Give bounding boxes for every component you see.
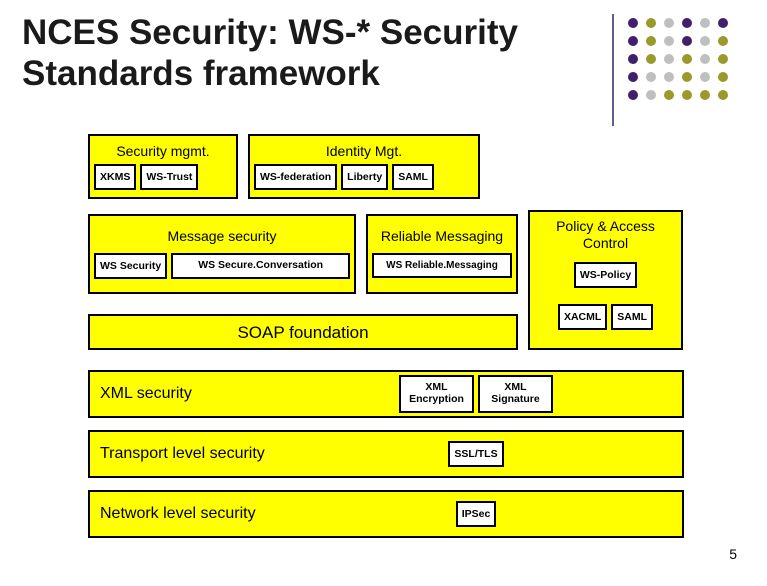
decorative-dot: [700, 72, 710, 82]
chip-ipsec: IPSec: [456, 501, 497, 527]
decorative-dot: [682, 90, 692, 100]
decorative-dot: [664, 18, 674, 28]
group-header: XML security: [96, 385, 276, 403]
decorative-dot: [700, 90, 710, 100]
group-header: Policy & Access Control: [530, 212, 681, 256]
decorative-dot: [664, 90, 674, 100]
decorative-dot: [700, 54, 710, 64]
decorative-dot: [646, 90, 656, 100]
group-header: Network level security: [96, 505, 276, 523]
chip-ws-secure-conversation: WS Secure.Conversation: [171, 253, 350, 279]
chip-xacml: XACML: [558, 304, 607, 330]
group-header: Transport level security: [96, 445, 276, 463]
group-security-mgmt: Security mgmt. XKMS WS-Trust: [88, 134, 238, 199]
chip-saml-policy: SAML: [611, 304, 653, 330]
group-header: Reliable Messaging: [368, 216, 516, 249]
decorative-dot: [682, 72, 692, 82]
group-header: Identity Mgt.: [250, 136, 478, 164]
diagram-canvas: Security mgmt. XKMS WS-Trust Identity Mg…: [88, 134, 688, 564]
decorative-dot: [700, 18, 710, 28]
decorative-dot: [646, 18, 656, 28]
decorative-dot: [718, 90, 728, 100]
group-header: SOAP foundation: [90, 316, 516, 348]
chip-ssl-tls: SSL/TLS: [448, 441, 503, 467]
chip-ws-security: WS Security: [94, 253, 167, 279]
chip-ws-trust: WS-Trust: [140, 164, 198, 190]
decorative-dot: [718, 54, 728, 64]
group-header: Message security: [90, 216, 354, 249]
group-soap-foundation: SOAP foundation: [88, 314, 518, 350]
title-separator: [612, 14, 614, 126]
page-title: NCES Security: WS-* Security Standards f…: [22, 12, 582, 95]
chip-ws-reliable-messaging: WS Reliable.Messaging: [372, 253, 512, 278]
chip-ws-federation: WS-federation: [254, 164, 337, 190]
group-identity-mgmt: Identity Mgt. WS-federation Liberty SAML: [248, 134, 480, 199]
chip-xml-encryption: XML Encryption: [399, 375, 474, 412]
chip-xml-signature: XML Signature: [478, 375, 553, 412]
chip-saml: SAML: [392, 164, 434, 190]
decorative-dot: [628, 54, 638, 64]
decorative-dot: [628, 90, 638, 100]
decorative-dot: [664, 36, 674, 46]
group-message-security: Message security WS Security WS Secure.C…: [88, 214, 356, 294]
group-policy-access-control: Policy & Access Control WS-Policy XACML …: [528, 210, 683, 350]
chip-liberty: Liberty: [341, 164, 388, 190]
chip-ws-policy: WS-Policy: [574, 262, 637, 288]
decorative-dot: [718, 36, 728, 46]
decorative-dot: [700, 36, 710, 46]
decorative-dot: [664, 54, 674, 64]
decorative-dot: [646, 72, 656, 82]
decorative-dot: [628, 36, 638, 46]
slide: NCES Security: WS-* Security Standards f…: [0, 0, 767, 586]
decorative-dot: [664, 72, 674, 82]
decorative-dot: [682, 18, 692, 28]
group-transport-level-security: Transport level security SSL/TLS: [88, 430, 684, 478]
group-reliable-messaging: Reliable Messaging WS Reliable.Messaging: [366, 214, 518, 294]
decorative-dot: [628, 72, 638, 82]
page-number: 5: [729, 546, 737, 562]
group-network-level-security: Network level security IPSec: [88, 490, 684, 538]
group-xml-security: XML security XML Encryption XML Signatur…: [88, 370, 684, 418]
group-header: Security mgmt.: [90, 136, 236, 164]
decorative-dot: [646, 54, 656, 64]
decorative-dot: [628, 18, 638, 28]
decorative-dot: [718, 72, 728, 82]
chip-xkms: XKMS: [94, 164, 136, 190]
decorative-dot: [682, 36, 692, 46]
decorative-dot: [646, 36, 656, 46]
decorative-dot: [682, 54, 692, 64]
decorative-dot: [718, 18, 728, 28]
